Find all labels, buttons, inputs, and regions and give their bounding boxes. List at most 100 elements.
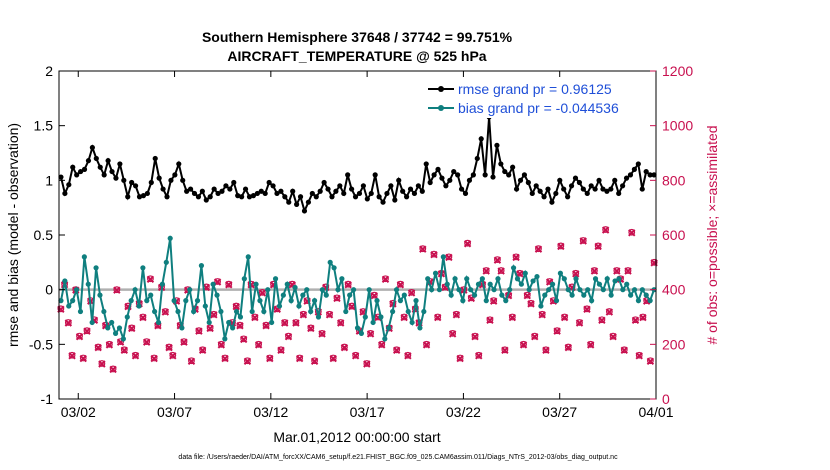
x-tick-label: 03/22 [446,404,481,420]
data-point [354,325,361,331]
obs-assimilated-marker [430,250,438,259]
data-point [356,190,363,197]
data-point [415,183,421,189]
data-point [117,161,123,167]
y2-tick-label: 1000 [662,118,693,134]
obs-assimilated-marker [258,289,267,297]
obs-assimilated-marker [534,245,543,253]
obs-possible-marker [628,228,636,236]
data-point [136,303,142,309]
obs-possible-marker [232,302,240,310]
obs-assimilated-marker [128,324,136,333]
obs-possible-marker [329,354,337,362]
data-point [266,179,272,186]
data-point [93,265,99,271]
obs-assimilated-marker [400,313,408,322]
data-point [132,183,139,189]
obs-possible-marker [165,343,173,351]
obs-possible-marker [262,321,270,329]
data-point [58,174,64,180]
data-point [546,287,552,293]
data-point [258,188,264,194]
data-point [199,188,205,194]
data-point [101,172,107,178]
data-point [109,168,115,175]
obs-assimilated-marker [463,240,472,248]
y-tick-label: -0.5 [29,336,53,352]
data-point [360,183,366,189]
data-point [390,308,396,315]
obs-assimilated-marker [113,286,121,294]
data-point [623,175,630,181]
obs-possible-marker [561,313,568,321]
data-point [341,190,347,197]
data-point [499,292,505,298]
data-point [651,172,657,178]
obs-assimilated-marker [337,319,345,327]
data-point [148,292,154,298]
data-point [155,319,162,326]
obs-possible-marker [583,305,591,313]
data-point [510,265,517,271]
data-point [427,179,433,186]
data-point [502,168,508,175]
data-point [296,303,302,309]
obs-assimilated-marker [560,313,569,322]
obs-possible-marker [490,297,498,305]
data-point [557,177,563,183]
obs-possible-marker [303,297,311,305]
data-point [280,292,286,298]
data-point [276,303,283,309]
data-point [439,175,445,181]
obs-assimilated-marker [601,226,610,234]
data-point [608,292,614,298]
y2-tick-label: 600 [662,227,686,243]
data-point [58,298,64,304]
obs-possible-marker [79,354,87,362]
obs-assimilated-marker [351,352,360,360]
obs-assimilated-marker [575,319,584,327]
obs-assimilated-marker [217,341,226,349]
obs-possible-marker [475,351,483,359]
data-point [549,281,556,287]
obs-assimilated-marker [392,346,401,355]
data-point [455,172,461,178]
data-point [620,183,626,189]
data-point [241,276,247,282]
data-point [105,158,111,164]
data-point [423,161,429,167]
obs-possible-marker [557,242,565,250]
obs-possible-marker [120,346,128,354]
x-tick-label: 04/01 [638,404,673,420]
data-point [227,186,233,192]
obs-assimilated-marker [620,346,628,355]
obs-possible-marker [244,357,251,365]
obs-assimilated-marker [98,360,106,368]
data-point [518,281,524,287]
obs-possible-marker [501,346,509,354]
obs-possible-marker [363,360,371,367]
data-point [514,276,521,282]
data-point [297,194,304,200]
data-point [327,259,333,265]
obs-assimilated-marker [579,237,587,245]
data-point [612,278,618,284]
data-point [168,177,174,183]
y2-tick-label: 200 [662,336,686,352]
obs-assimilated-marker [493,256,502,264]
obs-possible-marker [397,280,404,288]
data-point [419,188,425,194]
data-point [612,177,618,183]
data-point [447,177,453,183]
data-point [311,298,318,304]
data-point [409,319,415,326]
obs-possible-marker [210,310,218,318]
data-point [319,287,325,293]
data-point [89,319,95,326]
data-point [624,281,630,287]
data-point [343,308,349,315]
obs-assimilated-marker [489,297,498,305]
obs-assimilated-marker [590,267,599,275]
obs-possible-marker [195,327,203,335]
data-point [121,177,127,183]
